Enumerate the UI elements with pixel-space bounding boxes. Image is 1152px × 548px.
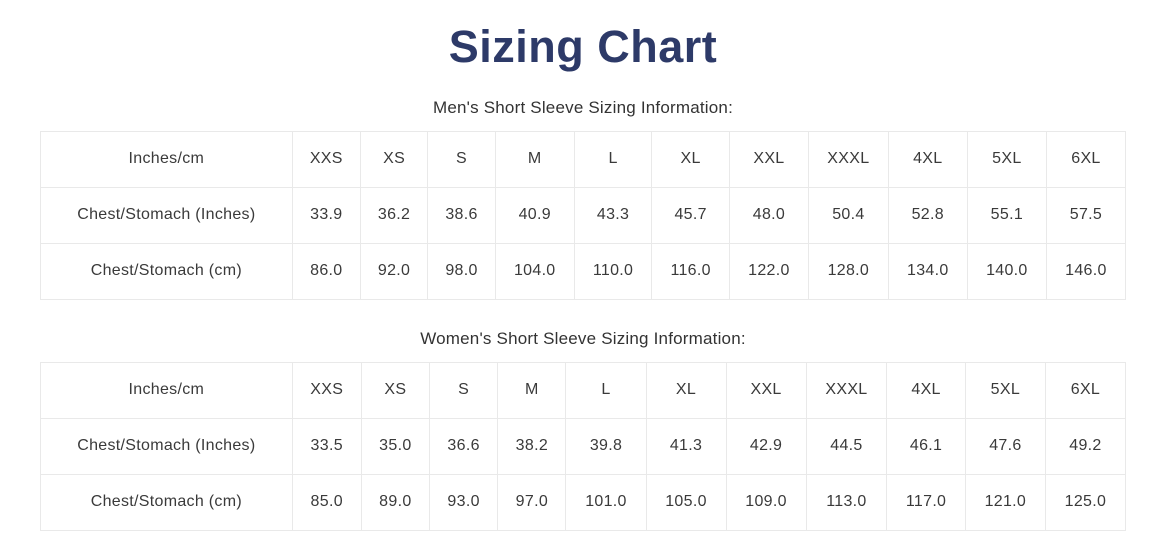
measurement-value-cell: 46.1 [886,417,966,475]
measurement-value-cell: 105.0 [645,473,727,531]
measurement-value-cell: 93.0 [428,473,499,531]
womens-table-caption: Women's Short Sleeve Sizing Information: [420,328,746,348]
measurement-value-cell: 42.9 [725,417,807,475]
measurement-value-cell: 146.0 [1045,242,1127,300]
measurement-value-cell: 86.0 [291,242,361,300]
measurement-value-cell: 113.0 [805,473,888,531]
size-header-cell: XXXL [805,361,888,419]
size-header-cell: XXS [291,130,361,188]
measurement-value-cell: 38.6 [427,186,496,244]
measurement-value-cell: 125.0 [1044,473,1127,531]
size-header-cell: S [428,361,499,419]
size-header-cell: S [427,130,496,188]
units-header-cell: Inches/cm [40,130,293,188]
row-label-cell: Chest/Stomach (Inches) [40,186,293,244]
size-header-cell: 4XL [887,130,968,188]
size-header-cell: XL [651,130,730,188]
measurement-value-cell: 97.0 [497,473,567,531]
measurement-value-cell: 50.4 [807,186,889,244]
size-header-cell: L [565,361,647,419]
measurement-value-cell: 110.0 [573,242,653,300]
measurement-value-cell: 40.9 [494,186,575,244]
measurement-value-cell: 52.8 [887,186,968,244]
measurement-row: Chest/Stomach (cm) 85.0 89.0 93.0 97.0 101.0 1… [40,473,1127,531]
measurement-value-cell: 122.0 [728,242,809,300]
measurement-value-cell: 39.8 [565,417,647,475]
size-header-cell: L [573,130,653,188]
size-header-cell: M [497,361,567,419]
mens-sizing-section: Men's Short Sleeve Sizing Information: I… [40,97,1127,300]
measurement-value-cell: 109.0 [725,473,807,531]
measurement-value-cell: 128.0 [807,242,889,300]
size-header-cell: 5XL [964,361,1046,419]
measurement-value-cell: 98.0 [427,242,496,300]
row-label-cell: Chest/Stomach (cm) [40,242,293,300]
size-header-row: Inches/cm XXS XS S M L XL XXL XXXL 4XL 5XL 6XL [40,361,1127,419]
measurement-value-cell: 36.2 [359,186,429,244]
size-header-cell: XXXL [807,130,889,188]
measurement-value-cell: 38.2 [497,417,567,475]
size-header-cell: XXS [291,361,362,419]
measurement-value-cell: 45.7 [651,186,730,244]
units-header-cell: Inches/cm [40,361,293,419]
size-header-cell: XS [360,361,430,419]
measurement-value-cell: 116.0 [651,242,730,300]
size-header-cell: 6XL [1044,361,1127,419]
measurement-value-cell: 117.0 [886,473,966,531]
mens-sizing-table: Inches/cm XXS XS S M L XL XXL XXXL 4XL 5XL 6XL Chest… [40,130,1127,300]
page-title: Sizing Chart [448,21,718,72]
measurement-value-cell: 44.5 [805,417,888,475]
row-label-cell: Chest/Stomach (Inches) [40,417,293,475]
row-label-cell: Chest/Stomach (cm) [40,473,293,531]
size-header-cell: XXL [725,361,807,419]
measurement-value-cell: 35.0 [360,417,430,475]
womens-sizing-section: Women's Short Sleeve Sizing Information:… [40,328,1127,531]
measurement-value-cell: 92.0 [359,242,429,300]
measurement-value-cell: 57.5 [1045,186,1127,244]
measurement-value-cell: 41.3 [645,417,727,475]
size-header-cell: 4XL [886,361,966,419]
size-header-cell: XS [359,130,429,188]
measurement-value-cell: 101.0 [565,473,647,531]
size-header-cell: XL [645,361,727,419]
measurement-row: Chest/Stomach (Inches) 33.5 35.0 36.6 38.2 39… [40,417,1127,475]
size-header-cell: XXL [728,130,809,188]
womens-sizing-table: Inches/cm XXS XS S M L XL XXL XXXL 4XL 5XL 6XL Chest… [40,361,1127,531]
measurement-value-cell: 104.0 [494,242,575,300]
measurement-value-cell: 49.2 [1044,417,1127,475]
measurement-value-cell: 33.5 [291,417,362,475]
measurement-value-cell: 140.0 [966,242,1047,300]
measurement-row: Chest/Stomach (Inches) 33.9 36.2 38.6 40.9 43… [40,186,1127,244]
measurement-value-cell: 33.9 [291,186,361,244]
measurement-value-cell: 134.0 [887,242,968,300]
measurement-value-cell: 85.0 [291,473,362,531]
mens-table-caption: Men's Short Sleeve Sizing Information: [433,97,733,117]
measurement-row: Chest/Stomach (cm) 86.0 92.0 98.0 104.0 110.0… [40,242,1127,300]
measurement-value-cell: 89.0 [360,473,430,531]
measurement-value-cell: 55.1 [966,186,1047,244]
size-header-cell: 5XL [966,130,1047,188]
measurement-value-cell: 121.0 [964,473,1046,531]
size-header-cell: 6XL [1045,130,1127,188]
size-header-row: Inches/cm XXS XS S M L XL XXL XXXL 4XL 5XL 6XL [40,130,1127,188]
measurement-value-cell: 36.6 [428,417,499,475]
measurement-value-cell: 47.6 [964,417,1046,475]
measurement-value-cell: 48.0 [728,186,809,244]
measurement-value-cell: 43.3 [573,186,653,244]
size-header-cell: M [494,130,575,188]
